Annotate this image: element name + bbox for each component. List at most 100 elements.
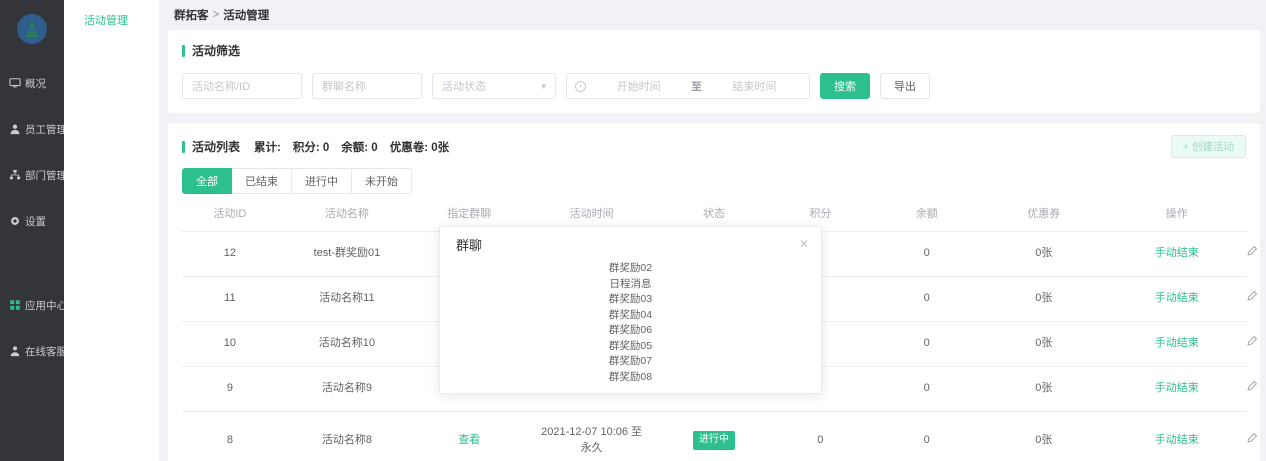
column-header-name: 活动名称	[277, 196, 417, 232]
cell-balance: 0	[873, 411, 980, 461]
sidebar-item-label: 部门管理	[25, 169, 67, 182]
group-chat-item: 群奖励02	[608, 262, 653, 274]
pencil-icon[interactable]	[1246, 245, 1258, 257]
manual-end-link[interactable]: 手动结束	[1154, 433, 1199, 446]
chevron-down-icon: ▾	[541, 80, 546, 91]
title-accent-bar	[182, 140, 185, 153]
cell-coupon: 0张	[979, 366, 1108, 412]
filter-title-label: 活动筛选	[192, 44, 241, 58]
group-chat-item: 群奖励06	[608, 324, 653, 336]
cell-actions[interactable]: 手动结束	[1107, 366, 1246, 412]
manual-end-link[interactable]: 手动结束	[1154, 247, 1199, 259]
list-title-label: 活动列表	[192, 140, 241, 154]
create-activity-button[interactable]: + 创建活动	[1170, 135, 1246, 158]
cell-actions[interactable]: 手动结束	[1107, 231, 1246, 277]
manual-end-link[interactable]: 手动结束	[1154, 336, 1199, 349]
cell-actions[interactable]: 手动结束	[1107, 321, 1246, 367]
primary-sidebar: 概况 员工管理 部门管理 设置 应用中心	[0, 0, 67, 461]
tab-ended[interactable]: 已结束	[232, 168, 292, 194]
column-header-id: 活动ID	[182, 196, 278, 232]
cell-activity-name: test-群奖励01	[277, 231, 417, 277]
cell-balance: 0	[873, 366, 980, 412]
cell-coupon: 0张	[979, 276, 1108, 322]
sidebar-item-overview[interactable]: 概况	[0, 66, 64, 100]
breadcrumb: 群拓客 > 活动管理	[160, 0, 1260, 30]
sidebar-item-departments[interactable]: 部门管理	[0, 158, 67, 192]
sidebar-item-label: 在线客服	[25, 345, 67, 358]
group-name-input[interactable]: 群聊名称	[312, 73, 422, 99]
column-header-actions: 操作	[1107, 196, 1246, 232]
sidebar-item-activity-management[interactable]: 活动管理	[64, 6, 159, 34]
tab-all[interactable]: 全部	[182, 168, 232, 194]
cell-coupon: 0张	[979, 321, 1108, 367]
title-accent-bar	[182, 44, 185, 57]
status-tabs: 全部 已结束 进行中 未开始	[182, 168, 1246, 194]
cell-activity-id: 8	[182, 411, 278, 461]
secondary-sidebar: 活动管理	[64, 0, 160, 461]
list-header: 活动列表 累计: 积分: 0 余额: 0 优惠卷: 0张 + 创建活动	[182, 135, 1246, 158]
tab-ongoing[interactable]: 进行中	[292, 168, 352, 194]
column-header-group: 指定群聊	[416, 196, 523, 232]
cell-group-link[interactable]: 查看	[416, 411, 523, 461]
sidebar-item-settings[interactable]: 设置	[0, 204, 64, 238]
breadcrumb-separator: >	[212, 9, 220, 21]
sidebar-item-app-center[interactable]: 应用中心	[0, 288, 67, 322]
headset-icon	[8, 345, 21, 358]
gear-icon	[8, 215, 21, 228]
table-row: 8 活动名称8 查看 2021-12-07 10:06 至永久 进行中 0 0 0张 手动结束	[182, 411, 1258, 461]
search-button[interactable]: 搜索	[820, 73, 870, 99]
date-range-picker[interactable]: 开始时间 至 结束时间	[566, 73, 810, 99]
pencil-icon[interactable]	[1246, 290, 1258, 302]
sidebar-item-employees[interactable]: 员工管理	[0, 112, 67, 146]
start-time-input[interactable]: 开始时间	[616, 81, 661, 93]
tab-not-started[interactable]: 未开始	[352, 168, 412, 194]
cell-activity-time: 2021-12-07 10:06 至永久	[522, 411, 661, 461]
cell-activity-name: 活动名称10	[277, 321, 417, 367]
filter-form: 活动名称/ID 群聊名称 活动状态 ▾ 开始时间 至 结束时间 搜索 导出	[182, 73, 1246, 99]
sidebar-item-online-support[interactable]: 在线客服	[0, 334, 67, 368]
close-icon[interactable]: ✕	[798, 237, 809, 251]
list-stats: 累计: 积分: 0 余额: 0 优惠卷: 0张	[254, 139, 449, 155]
sitemap-icon	[8, 169, 21, 182]
cell-balance: 0	[873, 231, 980, 277]
clock-icon	[575, 80, 586, 92]
monitor-icon	[8, 77, 21, 90]
filter-title: 活动筛选	[182, 42, 1246, 59]
sidebar-item-label: 员工管理	[25, 123, 67, 136]
dialog-header: 群聊 ✕	[440, 227, 821, 261]
cell-status: 进行中	[660, 411, 768, 461]
activity-name-input[interactable]: 活动名称/ID	[182, 73, 302, 99]
cell-activity-id: 9	[182, 366, 278, 412]
group-chat-item: 群奖励08	[608, 370, 653, 383]
cell-activity-name: 活动名称9	[277, 366, 417, 412]
cell-points: 0	[767, 411, 874, 461]
manual-end-link[interactable]: 手动结束	[1154, 381, 1199, 394]
cell-activity-id: 12	[182, 231, 278, 277]
cell-coupon: 0张	[979, 411, 1108, 461]
stats-coupon: 优惠卷: 0张	[389, 141, 450, 154]
view-group-link[interactable]: 查看	[458, 433, 481, 446]
status-badge: 进行中	[692, 431, 735, 450]
cell-balance: 0	[873, 276, 980, 322]
pencil-icon[interactable]	[1246, 335, 1258, 347]
group-chat-item: 群奖励07	[608, 355, 653, 367]
group-chat-item: 群奖励03	[608, 293, 653, 305]
avatar-logo[interactable]	[17, 14, 47, 44]
end-time-input[interactable]: 结束时间	[732, 81, 777, 93]
export-button[interactable]: 导出	[880, 73, 930, 99]
activity-status-select[interactable]: 活动状态 ▾	[432, 73, 556, 99]
cell-actions[interactable]: 手动结束	[1107, 276, 1246, 322]
table-header: 活动ID 活动名称 指定群聊 活动时间 状态 积分 余额 优惠券 操作	[182, 196, 1246, 232]
column-header-points: 积分	[767, 196, 874, 232]
pencil-icon[interactable]	[1246, 380, 1258, 392]
pencil-icon[interactable]	[1246, 432, 1258, 444]
cell-actions[interactable]: 手动结束	[1107, 411, 1246, 461]
activity-status-select-value: 活动状态	[442, 81, 486, 93]
breadcrumb-root[interactable]: 群拓客	[174, 10, 209, 22]
sidebar-item-label: 设置	[25, 215, 46, 228]
stats-label: 累计:	[254, 141, 281, 154]
grid-icon	[8, 299, 21, 312]
column-header-coupon: 优惠券	[979, 196, 1108, 232]
manual-end-link[interactable]: 手动结束	[1154, 291, 1199, 304]
